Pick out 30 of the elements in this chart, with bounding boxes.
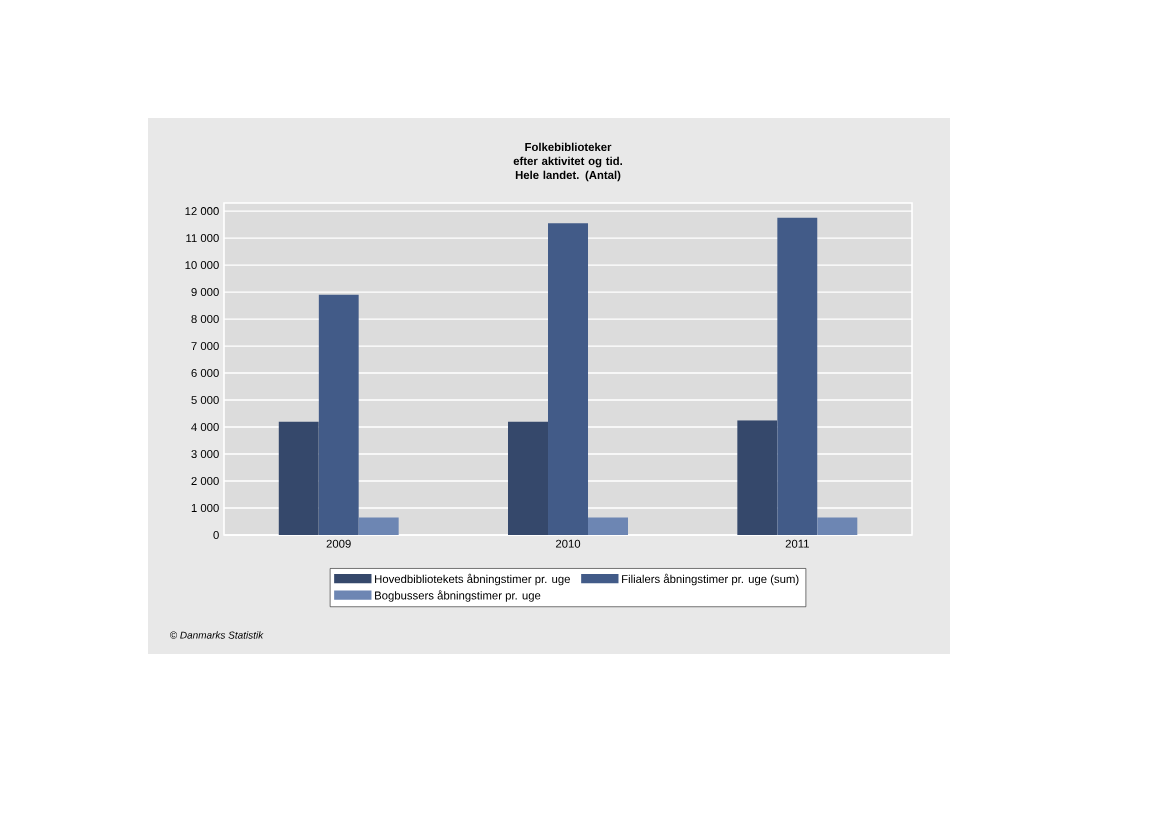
y-tick-label: 8 000 [191,315,219,324]
y-tick-label: 9 000 [191,288,219,297]
bar [318,294,359,535]
bar [737,420,778,535]
y-tick-label: 0 [213,530,219,539]
y-tick-label: 2 000 [191,477,219,486]
y-tick-label: 1 000 [191,504,219,513]
text: © Danmarks Statistik [170,631,264,639]
chart-title: Folkebiblioteker efter aktivitet og tid. Hele landet. (Antal) [513,142,622,182]
y-tick-label: 7 000 [191,342,219,351]
bar [588,517,629,535]
bar [777,217,818,535]
y-tick-label: 6 000 [191,369,219,378]
x-tick-label: 2011 [785,539,809,548]
legend-label: Filialers åbningstimer pr. uge (sum) [622,573,799,586]
legend-label: Hovedbibliotekets åbningstimer pr. uge [375,573,570,586]
bar [817,517,858,535]
bar [358,517,399,535]
x-tick-label: 2009 [326,539,351,548]
legend-label: Bogbussers åbningstimer pr. uge [375,590,541,602]
bar [508,421,549,535]
bar [278,421,319,535]
y-tick-label: 10 000 [185,261,219,270]
y-tick-label: 4 000 [191,423,219,432]
y-tick-label: 12 000 [185,207,219,216]
bar [548,223,589,535]
y-tick-label: 3 000 [191,450,219,459]
x-tick-label: 2010 [555,539,581,548]
y-tick-label: 11 000 [186,234,219,243]
y-tick-label: 5 000 [191,396,219,405]
